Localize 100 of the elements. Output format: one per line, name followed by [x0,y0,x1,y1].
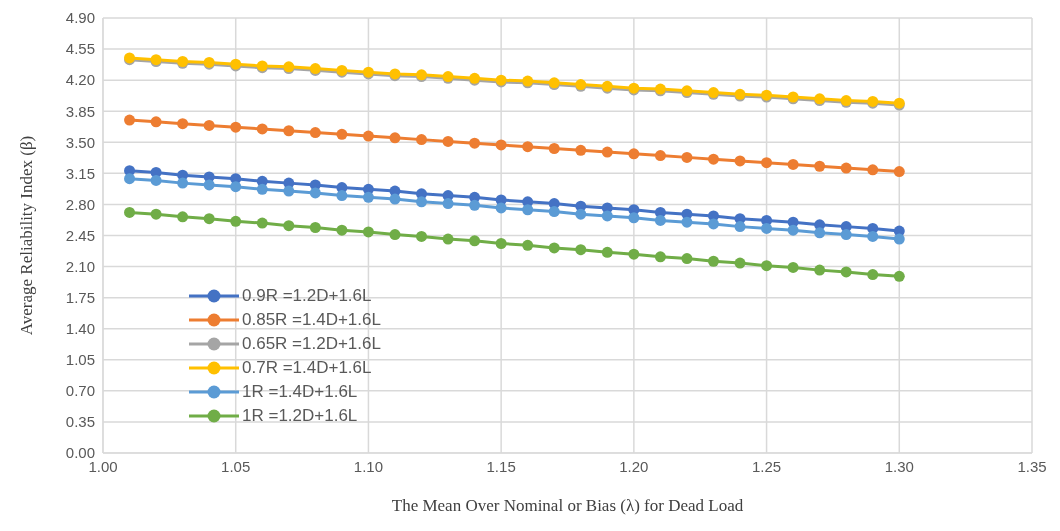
point [840,162,852,174]
point [283,185,295,197]
x-tick-label: 1.35 [1017,457,1047,475]
x-tick-label: 1.10 [353,457,384,475]
legend-label: 1R =1.2D+1.6L [242,406,358,426]
point [575,144,587,156]
point [548,242,560,254]
point [442,233,454,245]
y-tick-label: 2.80 [65,195,95,213]
point [442,198,454,210]
y-tick-label: 4.90 [65,9,95,27]
point [761,260,773,272]
point [309,222,321,234]
point [867,230,879,242]
point [628,212,640,224]
legend-label: 1R =1.4D+1.6L [242,382,358,402]
y-tick-label: 4.20 [65,71,95,89]
point [230,121,242,133]
point [707,218,719,230]
point [867,269,879,281]
point [761,157,773,169]
point [256,217,268,229]
x-tick-label: 1.30 [884,457,914,475]
y-tick-label: 0.70 [65,382,95,400]
point [495,202,507,214]
point [601,246,613,258]
point [177,177,189,189]
x-axis-title: The Mean Over Nominal or Bias (λ) for Dead Load [391,496,744,515]
legend-label: 0.65R =1.2D+1.6L [242,334,381,354]
y-axis-title: Average Reliability Index (β) [17,135,37,336]
point [601,210,613,222]
point [893,166,905,178]
point [814,264,826,276]
point [893,233,905,245]
point [203,179,215,191]
point [522,141,534,153]
point [814,227,826,239]
point [469,235,481,247]
point [628,248,640,260]
point [416,230,428,242]
point [601,146,613,158]
point [362,130,374,142]
point [893,270,905,282]
point [389,193,401,205]
x-tick-label: 1.15 [486,457,516,475]
y-tick-label: 4.55 [65,40,95,58]
point [150,208,162,220]
point [283,125,295,137]
point [336,190,348,202]
legend-label: 0.85R =1.4D+1.6L [242,310,381,330]
point [575,208,587,220]
point [548,206,560,218]
point [787,158,799,170]
x-tick-label: 1.20 [619,457,649,475]
point [150,174,162,186]
y-tick-label: 2.45 [65,226,95,244]
point [203,119,215,131]
point [309,127,321,139]
point [177,118,189,130]
point [389,132,401,144]
point [283,220,295,232]
point [389,229,401,241]
point [124,206,136,218]
point [575,244,587,256]
point [362,226,374,238]
point [654,214,666,226]
point [734,155,746,167]
point [256,183,268,195]
point [336,128,348,140]
x-tick-label: 1.25 [751,457,782,475]
y-tick-label: 0.35 [65,413,95,431]
point [707,153,719,165]
legend-label: 0.7R =1.4D+1.6L [242,358,372,378]
point [495,237,507,249]
point [230,181,242,193]
y-tick-label: 3.50 [65,133,95,151]
point [628,148,640,160]
point [256,123,268,135]
point [124,173,136,185]
point [150,116,162,128]
point [787,261,799,273]
point [230,215,242,227]
point [654,150,666,162]
point [707,255,719,267]
point [177,211,189,223]
point [124,114,136,126]
point [469,137,481,149]
x-tick-label: 1.05 [221,457,251,475]
y-tick-label: 2.10 [65,257,95,275]
point [654,251,666,263]
point [840,266,852,278]
point [734,257,746,269]
point [469,199,481,211]
point [761,222,773,234]
point [495,139,507,151]
point [814,160,826,172]
point [681,151,693,163]
point [548,143,560,154]
y-tick-label: 1.75 [65,288,95,306]
point [416,134,428,146]
